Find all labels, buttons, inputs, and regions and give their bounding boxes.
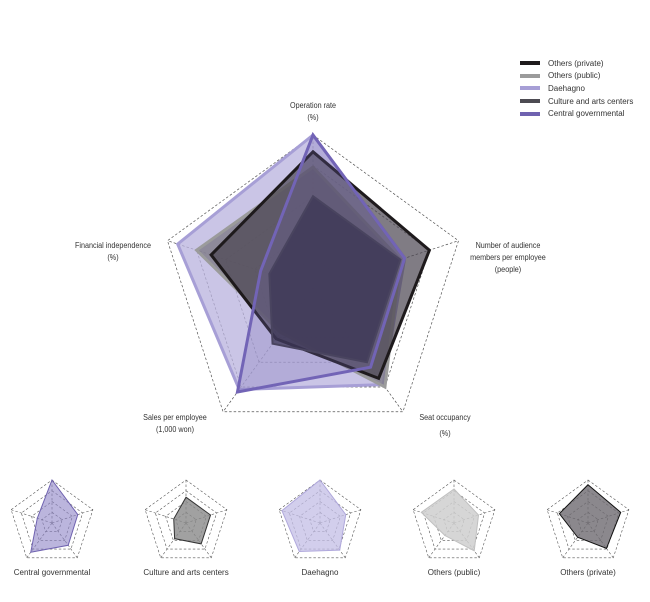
grid-ring	[278, 479, 362, 559]
legend-swatch	[520, 73, 540, 78]
mini-label: Others (private)	[560, 568, 616, 577]
axis-label-sales: Sales per employee (1,000 won)	[143, 413, 207, 434]
grid-ring	[10, 479, 94, 559]
axis-label-operation-rate: Operation rate (%)	[289, 101, 337, 122]
mini-series-others-private	[558, 484, 622, 550]
mini-series-daehagno	[281, 479, 347, 553]
axis-label-financial: Financial independence (%)	[74, 241, 152, 262]
mini-series-culture-and-arts-centers	[173, 496, 212, 545]
axis-label-audience: Number of audience members per employee(…	[470, 241, 546, 274]
grid-ring	[412, 479, 496, 559]
mini-series-others-public	[420, 488, 480, 552]
series-central-governmental	[235, 131, 407, 394]
legend-swatch	[520, 111, 540, 116]
grid-ring	[167, 134, 459, 413]
legend-item: Others (public)	[520, 70, 633, 83]
legend-item: Daehagno	[520, 82, 633, 95]
legend-item: Others (private)	[520, 57, 633, 70]
grid-ring	[154, 490, 218, 550]
grid-ring	[546, 479, 630, 559]
legend-label: Culture and arts centers	[548, 96, 634, 106]
series-culture-and-arts-centers	[268, 194, 402, 364]
legend-item: Central governmental	[520, 107, 633, 120]
grid-ring	[20, 490, 84, 550]
legend-label: Others (public)	[548, 71, 601, 81]
legend-label: Central governmental	[548, 109, 625, 119]
mini-label: Daehagno	[301, 568, 339, 577]
grid-ring	[144, 479, 228, 559]
mini-series-central-governmental	[30, 478, 79, 553]
legend-label: Daehagno	[548, 83, 585, 93]
legend-swatch	[520, 86, 540, 91]
mini-label: Central governmental	[13, 568, 91, 577]
legend: Others (private) Others (public) Daehagn…	[520, 57, 633, 120]
legend-item: Culture and arts centers	[520, 95, 633, 108]
legend-swatch	[520, 61, 540, 66]
mini-label: Others (public)	[427, 568, 481, 577]
legend-label: Others (private)	[548, 58, 604, 68]
axis-label-seat-occupancy: Seat occupancy (%)	[419, 413, 471, 438]
legend-swatch	[520, 99, 540, 104]
mini-label: Culture and arts centers	[143, 568, 229, 577]
